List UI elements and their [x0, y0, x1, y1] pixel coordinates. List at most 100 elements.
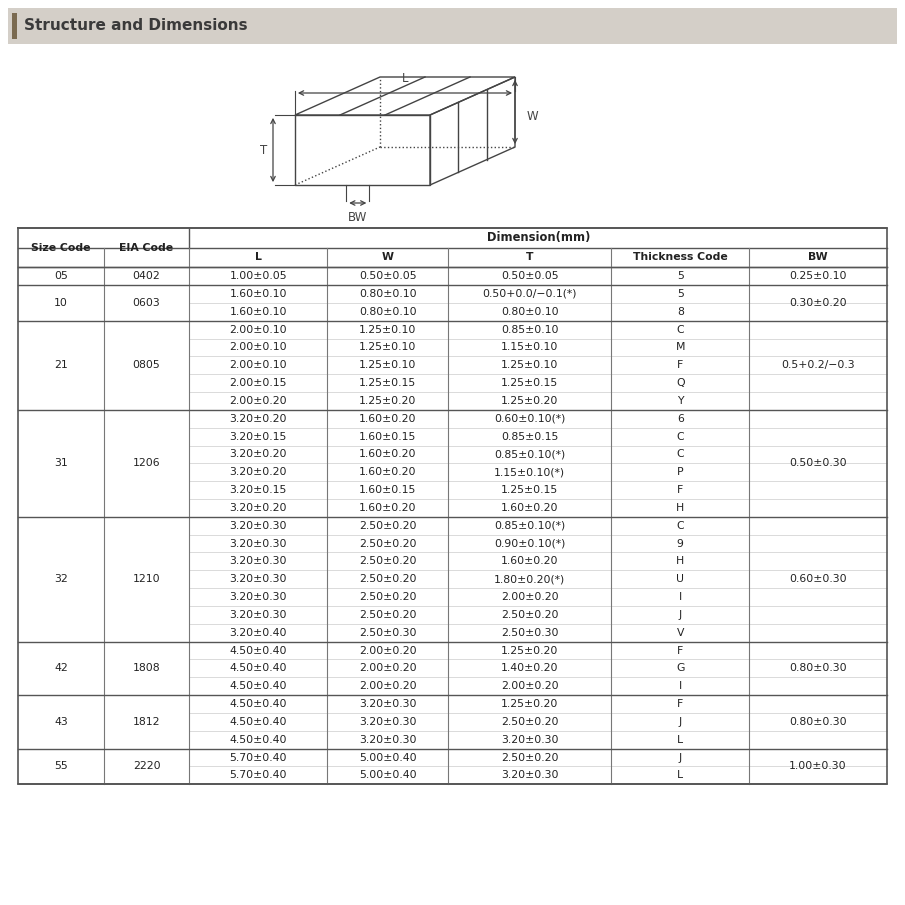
Text: 2.50±0.20: 2.50±0.20	[359, 557, 416, 567]
Text: 0.90±0.10(*): 0.90±0.10(*)	[494, 538, 566, 548]
Text: 1808: 1808	[133, 663, 160, 673]
Text: Dimension(mm): Dimension(mm)	[487, 232, 590, 244]
Text: 3.20±0.30: 3.20±0.30	[359, 699, 416, 709]
Text: H: H	[676, 503, 684, 513]
Text: 2.00±0.20: 2.00±0.20	[359, 681, 416, 691]
Text: F: F	[677, 485, 683, 495]
Text: 43: 43	[54, 717, 68, 727]
Text: 5.70±0.40: 5.70±0.40	[230, 752, 287, 763]
Text: F: F	[677, 360, 683, 370]
Text: 0.80±0.10: 0.80±0.10	[359, 307, 416, 317]
Text: 21: 21	[54, 360, 68, 370]
Text: 2.00±0.20: 2.00±0.20	[501, 681, 558, 691]
Bar	[8, 8, 897, 44]
Text: 2.00±0.20: 2.00±0.20	[359, 663, 416, 673]
Text: 3.20±0.15: 3.20±0.15	[230, 485, 287, 495]
Text: F: F	[677, 699, 683, 709]
Text: 1.25±0.10: 1.25±0.10	[359, 360, 416, 370]
Text: 10: 10	[54, 298, 68, 308]
Text: 31: 31	[54, 458, 68, 468]
Text: 3.20±0.30: 3.20±0.30	[501, 735, 558, 745]
Text: 55: 55	[54, 761, 68, 771]
Text: 4.50±0.40: 4.50±0.40	[230, 663, 287, 673]
Text: Thickness Code: Thickness Code	[633, 252, 728, 262]
Text: V: V	[676, 628, 684, 638]
Text: 1.25±0.10: 1.25±0.10	[359, 325, 416, 335]
Text: 8: 8	[677, 307, 683, 317]
Text: 1.25±0.10: 1.25±0.10	[501, 360, 558, 370]
Text: 3.20±0.30: 3.20±0.30	[230, 574, 287, 585]
Text: J: J	[679, 717, 681, 727]
Text: 1.15±0.10: 1.15±0.10	[501, 342, 558, 352]
Text: 1.00±0.30: 1.00±0.30	[789, 761, 847, 771]
Text: F: F	[677, 645, 683, 655]
Text: 1.60±0.20: 1.60±0.20	[501, 557, 558, 567]
Text: 1.25±0.10: 1.25±0.10	[359, 342, 416, 352]
Text: 3.20±0.15: 3.20±0.15	[230, 432, 287, 442]
Text: G: G	[676, 663, 684, 673]
Text: 5: 5	[677, 272, 683, 281]
Text: 4.50±0.40: 4.50±0.40	[230, 735, 287, 745]
Text: T: T	[526, 252, 534, 262]
Text: 2.50±0.20: 2.50±0.20	[501, 717, 558, 727]
Text: 1812: 1812	[133, 717, 160, 727]
Text: 2.00±0.10: 2.00±0.10	[230, 342, 287, 352]
Text: 1.15±0.10(*): 1.15±0.10(*)	[494, 467, 566, 477]
Text: Structure and Dimensions: Structure and Dimensions	[24, 18, 248, 33]
Text: 1.60±0.20: 1.60±0.20	[359, 450, 416, 460]
Text: 1.25±0.15: 1.25±0.15	[501, 378, 558, 388]
Text: J: J	[679, 610, 681, 620]
Text: 0603: 0603	[133, 298, 160, 308]
Text: 0.25±0.10: 0.25±0.10	[789, 272, 847, 281]
Text: H: H	[676, 557, 684, 567]
Text: 3.20±0.30: 3.20±0.30	[359, 735, 416, 745]
Text: 5.00±0.40: 5.00±0.40	[359, 770, 416, 780]
Text: 2.00±0.20: 2.00±0.20	[501, 592, 558, 602]
Text: 2.00±0.10: 2.00±0.10	[230, 360, 287, 370]
Text: 1.60±0.15: 1.60±0.15	[359, 485, 416, 495]
Text: 3.20±0.30: 3.20±0.30	[230, 520, 287, 530]
Text: I: I	[679, 681, 681, 691]
Text: 2.50±0.30: 2.50±0.30	[359, 628, 416, 638]
Text: 0.85±0.15: 0.85±0.15	[501, 432, 558, 442]
Text: 4.50±0.40: 4.50±0.40	[230, 699, 287, 709]
Text: 9: 9	[677, 538, 683, 548]
Text: C: C	[676, 432, 684, 442]
Text: 1.60±0.20: 1.60±0.20	[359, 503, 416, 513]
Text: 2.50±0.20: 2.50±0.20	[359, 538, 416, 548]
Text: P: P	[677, 467, 683, 477]
Text: 5.00±0.40: 5.00±0.40	[359, 752, 416, 763]
Text: 0.50+0.0/−0.1(*): 0.50+0.0/−0.1(*)	[482, 289, 577, 299]
Text: 0.50±0.05: 0.50±0.05	[501, 272, 558, 281]
Text: 3.20±0.30: 3.20±0.30	[230, 592, 287, 602]
Text: 0.60±0.30: 0.60±0.30	[789, 574, 847, 585]
Text: 0.80±0.10: 0.80±0.10	[501, 307, 558, 317]
Text: Y: Y	[677, 395, 683, 406]
Text: 4.50±0.40: 4.50±0.40	[230, 645, 287, 655]
Text: 0.5+0.2/−0.3: 0.5+0.2/−0.3	[781, 360, 855, 370]
Text: 2220: 2220	[133, 761, 160, 771]
Text: J: J	[679, 752, 681, 763]
Text: T: T	[260, 144, 267, 157]
Text: I: I	[679, 592, 681, 602]
Text: 2.00±0.15: 2.00±0.15	[230, 378, 287, 388]
Text: 0.50±0.05: 0.50±0.05	[359, 272, 416, 281]
Text: 1.25±0.15: 1.25±0.15	[501, 485, 558, 495]
Text: L: L	[255, 252, 262, 262]
Text: 2.50±0.20: 2.50±0.20	[359, 520, 416, 530]
Text: 3.20±0.30: 3.20±0.30	[230, 557, 287, 567]
Text: 2.50±0.20: 2.50±0.20	[501, 610, 558, 620]
Text: BW: BW	[808, 252, 828, 262]
Text: L: L	[677, 770, 683, 780]
Text: 0.60±0.10(*): 0.60±0.10(*)	[494, 414, 566, 424]
Text: W: W	[527, 110, 538, 122]
Text: W: W	[382, 252, 394, 262]
Text: BW: BW	[348, 211, 367, 224]
Text: 0.80±0.30: 0.80±0.30	[789, 663, 847, 673]
Text: 1.25±0.20: 1.25±0.20	[501, 395, 558, 406]
Text: 5: 5	[677, 289, 683, 299]
Text: 2.50±0.20: 2.50±0.20	[359, 610, 416, 620]
Text: C: C	[676, 325, 684, 335]
Text: 42: 42	[54, 663, 68, 673]
Text: 0.50±0.30: 0.50±0.30	[789, 458, 847, 468]
